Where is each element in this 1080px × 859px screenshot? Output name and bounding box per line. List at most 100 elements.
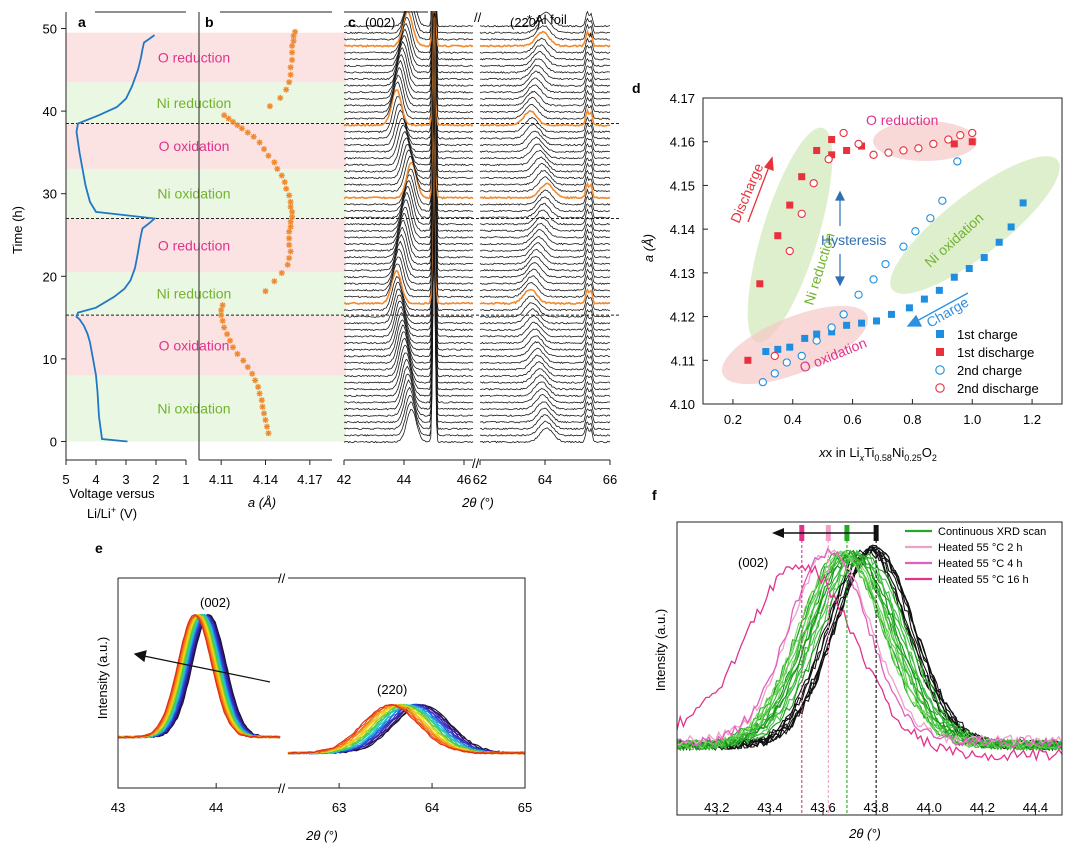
lattice-point xyxy=(287,71,294,78)
lattice-point xyxy=(229,344,236,351)
lattice-point xyxy=(292,28,299,35)
x-tick-label: 1.0 xyxy=(963,412,981,427)
panel-label-b: b xyxy=(205,14,214,30)
point-1st-discharge xyxy=(813,146,821,154)
lattice-point xyxy=(256,139,263,146)
panel-a-region-labels: Ni oxidation O oxidation Ni reduction O red… xyxy=(157,49,232,416)
xrd-scan-right xyxy=(479,347,611,365)
panel-f-peak-label: (002) xyxy=(738,555,768,570)
panel-e-xlabel: 2θ (°) xyxy=(305,828,338,843)
annotation-charge: Charge xyxy=(924,294,972,331)
xrd-scan-left xyxy=(343,148,474,345)
xrd-scan-right xyxy=(479,334,611,351)
point-1st-discharge xyxy=(828,151,836,159)
point-1st-charge xyxy=(1007,223,1015,231)
lattice-point xyxy=(287,203,294,210)
xrd-scan-right xyxy=(479,149,611,167)
lattice-point xyxy=(261,146,268,153)
xrd-scan-left xyxy=(343,16,474,213)
panel-b: 4.11 4.14 4.17 b a (Å) xyxy=(198,11,332,510)
legend-marker xyxy=(936,330,944,338)
xrd-scan-right xyxy=(479,308,611,325)
panel-c-legend: * Al foil xyxy=(527,12,567,27)
point-2nd-charge xyxy=(827,323,836,332)
point-2nd-charge xyxy=(797,351,806,361)
x-tick-label: 1 xyxy=(182,472,189,487)
x-tick-label: 64 xyxy=(538,472,552,487)
x-tick-label: 2 xyxy=(152,472,159,487)
xrd-scan-left xyxy=(343,0,474,48)
x-tick-label: 43 xyxy=(111,800,125,815)
panel-f-legend: Continuous XRD scan Heated 55 °C 2 h Heate… xyxy=(905,526,1046,586)
xrd-scan-left xyxy=(343,234,474,431)
xrd-curve xyxy=(676,547,1063,749)
xlabel-part: x xyxy=(859,453,865,463)
lattice-point xyxy=(289,56,296,63)
lattice-point xyxy=(219,317,226,324)
y-tick-label: 0 xyxy=(50,434,57,449)
panel-a-ylabel: Time (h) xyxy=(10,206,25,254)
lattice-point xyxy=(266,103,273,110)
xrd-scan-right xyxy=(479,162,611,180)
legend-label: Heated 55 °C 16 h xyxy=(938,574,1029,586)
xrd-scan-left xyxy=(343,248,474,444)
xrd-scan-right xyxy=(479,420,611,437)
point-1st-charge xyxy=(786,343,794,351)
panel-label-c: c xyxy=(348,14,356,30)
y-tick-label: 30 xyxy=(43,187,57,202)
xrd-scan-left xyxy=(343,181,473,378)
lattice-point xyxy=(287,198,294,205)
y-tick-label: 4.10 xyxy=(670,397,695,412)
legend-marker xyxy=(936,348,944,356)
point-2nd-charge xyxy=(911,227,920,236)
xrd-scan-right xyxy=(479,208,611,226)
xrd-scan-left xyxy=(343,0,474,114)
plot-frame xyxy=(676,521,1063,816)
y-tick-label: 20 xyxy=(43,269,57,284)
region-label: Ni oxidation xyxy=(157,186,230,202)
lattice-point xyxy=(262,417,269,424)
point-1st-charge xyxy=(920,295,928,303)
xlabel-part: O xyxy=(922,445,932,460)
xrd-scan-left xyxy=(343,0,474,153)
xrd-scan-right xyxy=(479,426,611,444)
region-label: O oxidation xyxy=(159,138,230,154)
point-1st-charge xyxy=(995,238,1003,246)
xrd-scan-right xyxy=(479,248,611,265)
legend-label: Continuous XRD scan xyxy=(938,526,1046,538)
point-1st-charge xyxy=(873,317,881,325)
xrd-scan-left xyxy=(343,83,474,279)
xrd-scan-left xyxy=(343,0,474,68)
panel-e-axis-break-bottom: // xyxy=(278,781,286,796)
panel-a: Ni oxidation O oxidation Ni reduction O red… xyxy=(10,11,620,521)
lattice-point xyxy=(265,430,272,437)
xrd-scan-left xyxy=(343,62,474,259)
xrd-scan-left xyxy=(343,0,474,74)
x-tick-label: 42 xyxy=(337,472,351,487)
panel-f-ylabel: Intensity (a.u.) xyxy=(653,609,668,691)
hysteresis-arrow xyxy=(835,190,845,287)
xrd-scan-left xyxy=(343,0,474,120)
point-2nd-charge xyxy=(881,259,890,269)
lattice-point xyxy=(219,302,226,309)
point-2nd-discharge xyxy=(809,179,818,188)
xrd-scan-right xyxy=(479,282,611,299)
panel-d-legend: 1st charge 1st discharge 2nd charge 2nd dis… xyxy=(935,327,1039,396)
panel-a-dashed-lines xyxy=(66,123,620,316)
panel-c-scans xyxy=(340,0,620,444)
lattice-point xyxy=(286,79,293,86)
xrd-scan-left xyxy=(343,0,474,134)
xrd-curve xyxy=(676,550,1063,751)
al-foil-star-1: * xyxy=(432,10,437,25)
xrd-scan-right xyxy=(479,268,611,285)
panel-e-peak-220: (220) xyxy=(377,682,407,697)
xrd-curve xyxy=(676,549,1063,752)
xrd-scan-right xyxy=(479,255,611,272)
xrd-scan-left xyxy=(343,0,474,140)
xrd-scan-right xyxy=(479,136,611,153)
lattice-point xyxy=(283,185,290,192)
xrd-scan-left xyxy=(343,122,473,318)
lattice-point xyxy=(234,122,241,129)
point-1st-charge xyxy=(828,328,836,336)
